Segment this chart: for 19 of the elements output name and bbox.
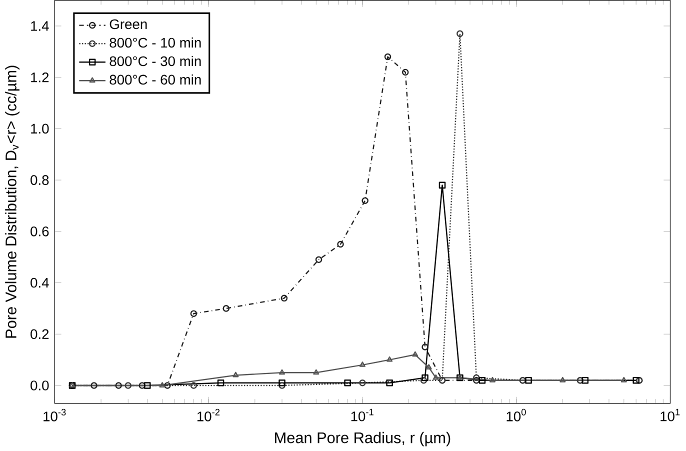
y-tick-label: 0.4 xyxy=(30,278,49,288)
x-tick-label: 10$^{-3}$ xyxy=(44,408,66,422)
x-tick-label: 10$^{1}$ xyxy=(660,408,680,422)
legend-label: 800°C - 10 min xyxy=(110,37,201,48)
y-axis-title: Pore Volume Distribution, D$_{v}$<r> (cc/µm) xyxy=(5,66,20,338)
x-tick-label: 10$^{0}$ xyxy=(506,408,526,422)
x-axis-title: Mean Pore Radius, r (µm) xyxy=(275,432,450,446)
y-tick-label: 0.2 xyxy=(30,329,49,339)
y-tick-label: 0.0 xyxy=(30,380,49,390)
y-tick-label: 1.4 xyxy=(31,21,49,31)
y-tick-label: 0.8 xyxy=(30,174,49,185)
y-tick-label: 0.6 xyxy=(30,226,49,236)
legend-label: Green xyxy=(110,19,147,29)
x-tick-label: 10$^{-2}$ xyxy=(197,408,220,422)
legend-label: 800°C - 30 min xyxy=(110,56,201,66)
x-tick-label: 10$^{-1}$ xyxy=(351,408,374,422)
y-tick-label: 1.2 xyxy=(31,72,49,82)
legend-label: 800°C - 60 min xyxy=(110,74,201,84)
y-tick-label: 1.0 xyxy=(31,124,49,134)
